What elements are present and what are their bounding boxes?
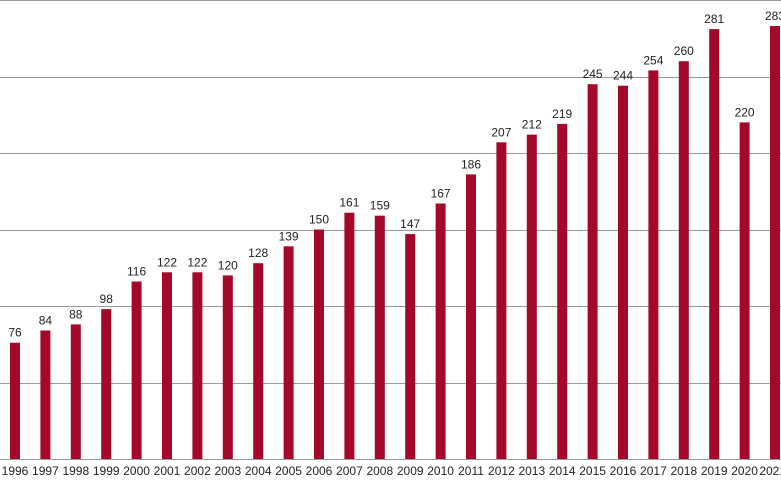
- x-tick-label: 2002: [184, 464, 211, 478]
- value-label: 220: [735, 105, 755, 119]
- value-label: 88: [69, 307, 83, 321]
- value-label: 254: [643, 53, 663, 67]
- value-labels: 76 84 88 98 116 122 122 120 128 139 150 161 159 147 16…: [8, 9, 781, 340]
- x-tick-label: 2001: [154, 464, 181, 478]
- bars: [10, 26, 780, 460]
- bar-2007: [344, 212, 355, 459]
- x-tick-label: 1999: [93, 464, 120, 478]
- gridlines: [0, 0, 781, 460]
- x-tick-label: 2020: [731, 464, 758, 478]
- x-tick-label: 1996: [2, 464, 29, 478]
- bar-1999: [101, 309, 112, 459]
- bar-2006: [314, 229, 324, 459]
- x-tick-label: 2000: [123, 464, 150, 478]
- x-tick-label: 2018: [670, 464, 697, 478]
- value-label: 150: [309, 213, 329, 227]
- value-label: 281: [704, 12, 724, 26]
- bar-2008: [374, 215, 385, 459]
- value-label: 128: [248, 246, 268, 260]
- x-tick-label: 2003: [214, 464, 241, 478]
- x-tick-label: 2004: [245, 464, 272, 478]
- value-label: 159: [370, 199, 390, 213]
- x-tick-label: 2007: [336, 464, 363, 478]
- x-tick-label: 2013: [518, 464, 545, 478]
- x-tick-label: 2021*: [759, 464, 781, 478]
- bar-2012: [496, 142, 507, 460]
- x-tick-label: 2010: [427, 464, 454, 478]
- x-tick-label: 1997: [32, 464, 59, 478]
- x-tick-label: 2006: [306, 464, 333, 478]
- x-tick-label: 2014: [549, 464, 576, 478]
- bar-1997: [40, 330, 51, 459]
- value-label: 186: [461, 157, 481, 171]
- x-tick-label: 2012: [488, 464, 515, 478]
- value-label: 260: [674, 44, 694, 58]
- value-label: 139: [279, 229, 299, 243]
- value-label: 122: [157, 255, 177, 269]
- bar-2019: [709, 29, 720, 459]
- value-label: 219: [552, 107, 572, 121]
- bar-1998: [70, 324, 81, 459]
- bar-2002: [192, 272, 203, 459]
- value-label: 283: [765, 9, 781, 23]
- bar-2017: [648, 70, 659, 460]
- bar-2011: [466, 174, 476, 459]
- bar-2015: [587, 84, 598, 459]
- value-label: 167: [431, 187, 451, 201]
- value-label: 122: [187, 255, 207, 269]
- value-label: 244: [613, 69, 633, 83]
- bar-2013: [526, 134, 537, 459]
- bar-2005: [283, 246, 294, 459]
- value-label: 147: [400, 217, 420, 231]
- value-label: 212: [522, 118, 542, 132]
- value-label: 245: [583, 67, 603, 81]
- x-tick-label: 2015: [579, 464, 606, 478]
- bar-2003: [222, 275, 233, 459]
- x-tick-label: 2008: [366, 464, 393, 478]
- x-tick-label: 2009: [397, 464, 424, 478]
- bar-2004: [253, 263, 264, 459]
- bar-2021*: [770, 26, 780, 459]
- x-tick-label: 2005: [275, 464, 302, 478]
- value-label: 116: [127, 265, 146, 279]
- bar-2016: [618, 85, 628, 459]
- bar-2010: [435, 203, 446, 459]
- x-tick-label: 2019: [701, 464, 728, 478]
- bar-2001: [162, 272, 172, 459]
- value-label: 120: [218, 258, 238, 272]
- bar-1996: [10, 342, 20, 459]
- x-tick-label: 2011: [458, 464, 484, 478]
- bar-2000: [131, 281, 142, 459]
- value-label: 84: [39, 314, 53, 328]
- bar-2009: [405, 234, 416, 459]
- bar-2018: [678, 61, 689, 459]
- x-tick-label: 2017: [640, 464, 667, 478]
- value-label: 76: [8, 326, 22, 340]
- value-label: 207: [491, 125, 511, 139]
- value-label: 98: [100, 292, 114, 306]
- bar-2014: [557, 123, 568, 460]
- x-axis-labels: 1996 1997 1998 1999 2000 2001 2002 2003 2004 2005…: [2, 464, 781, 478]
- x-tick-label: 1998: [62, 464, 89, 478]
- x-tick-label: 2016: [610, 464, 637, 478]
- value-label: 161: [339, 196, 359, 210]
- bar-2020: [739, 122, 750, 460]
